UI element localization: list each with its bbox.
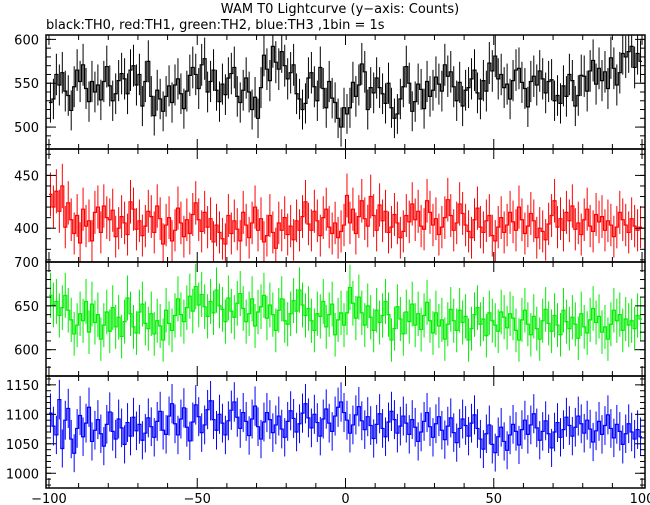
y-tick-label: 600 [14,344,39,359]
panel-th1: 400 450 [14,148,646,263]
series-th0-line [48,45,643,128]
series-th2-line [48,285,643,341]
x-tick-label: 100 [630,492,650,505]
y-tick-label: 1000 [6,467,39,482]
chart-title: WAM T0 Lightcurve (y−axis: Counts) [221,2,459,17]
panel-frame [45,34,646,150]
y-tick-label: 1150 [6,379,39,394]
x-tick-label: −50 [184,492,211,505]
y-tick-label: 450 [14,169,39,184]
y-tick-label: 700 [14,256,39,271]
y-tick-label: 650 [14,300,39,315]
x-axis: −100 −50 0 50 100 [31,492,650,505]
panels-group: 500 550 600 400 450 600 650 700 1000 1050 1100 1150 [6,33,646,489]
x-tick-label: −100 [31,492,67,505]
panel-th0: 500 550 600 [14,33,646,150]
x-tick-label: 50 [485,492,502,505]
y-tick-label: 1100 [6,408,39,423]
panel-th3: 1000 1050 1100 1150 [6,375,646,489]
chart-subtitle: black:TH0, red:TH1, green:TH2, blue:TH3 … [46,18,385,33]
panel-th2: 600 650 700 [14,256,646,377]
y-tick-label: 1050 [6,438,39,453]
y-tick-label: 550 [14,77,39,92]
y-tick-label: 500 [14,121,39,136]
series-th1-line [48,185,643,249]
x-tick-label: 0 [341,492,349,505]
series-th3-line [48,398,643,454]
y-tick-label: 400 [14,222,39,237]
y-tick-label: 600 [14,33,39,48]
